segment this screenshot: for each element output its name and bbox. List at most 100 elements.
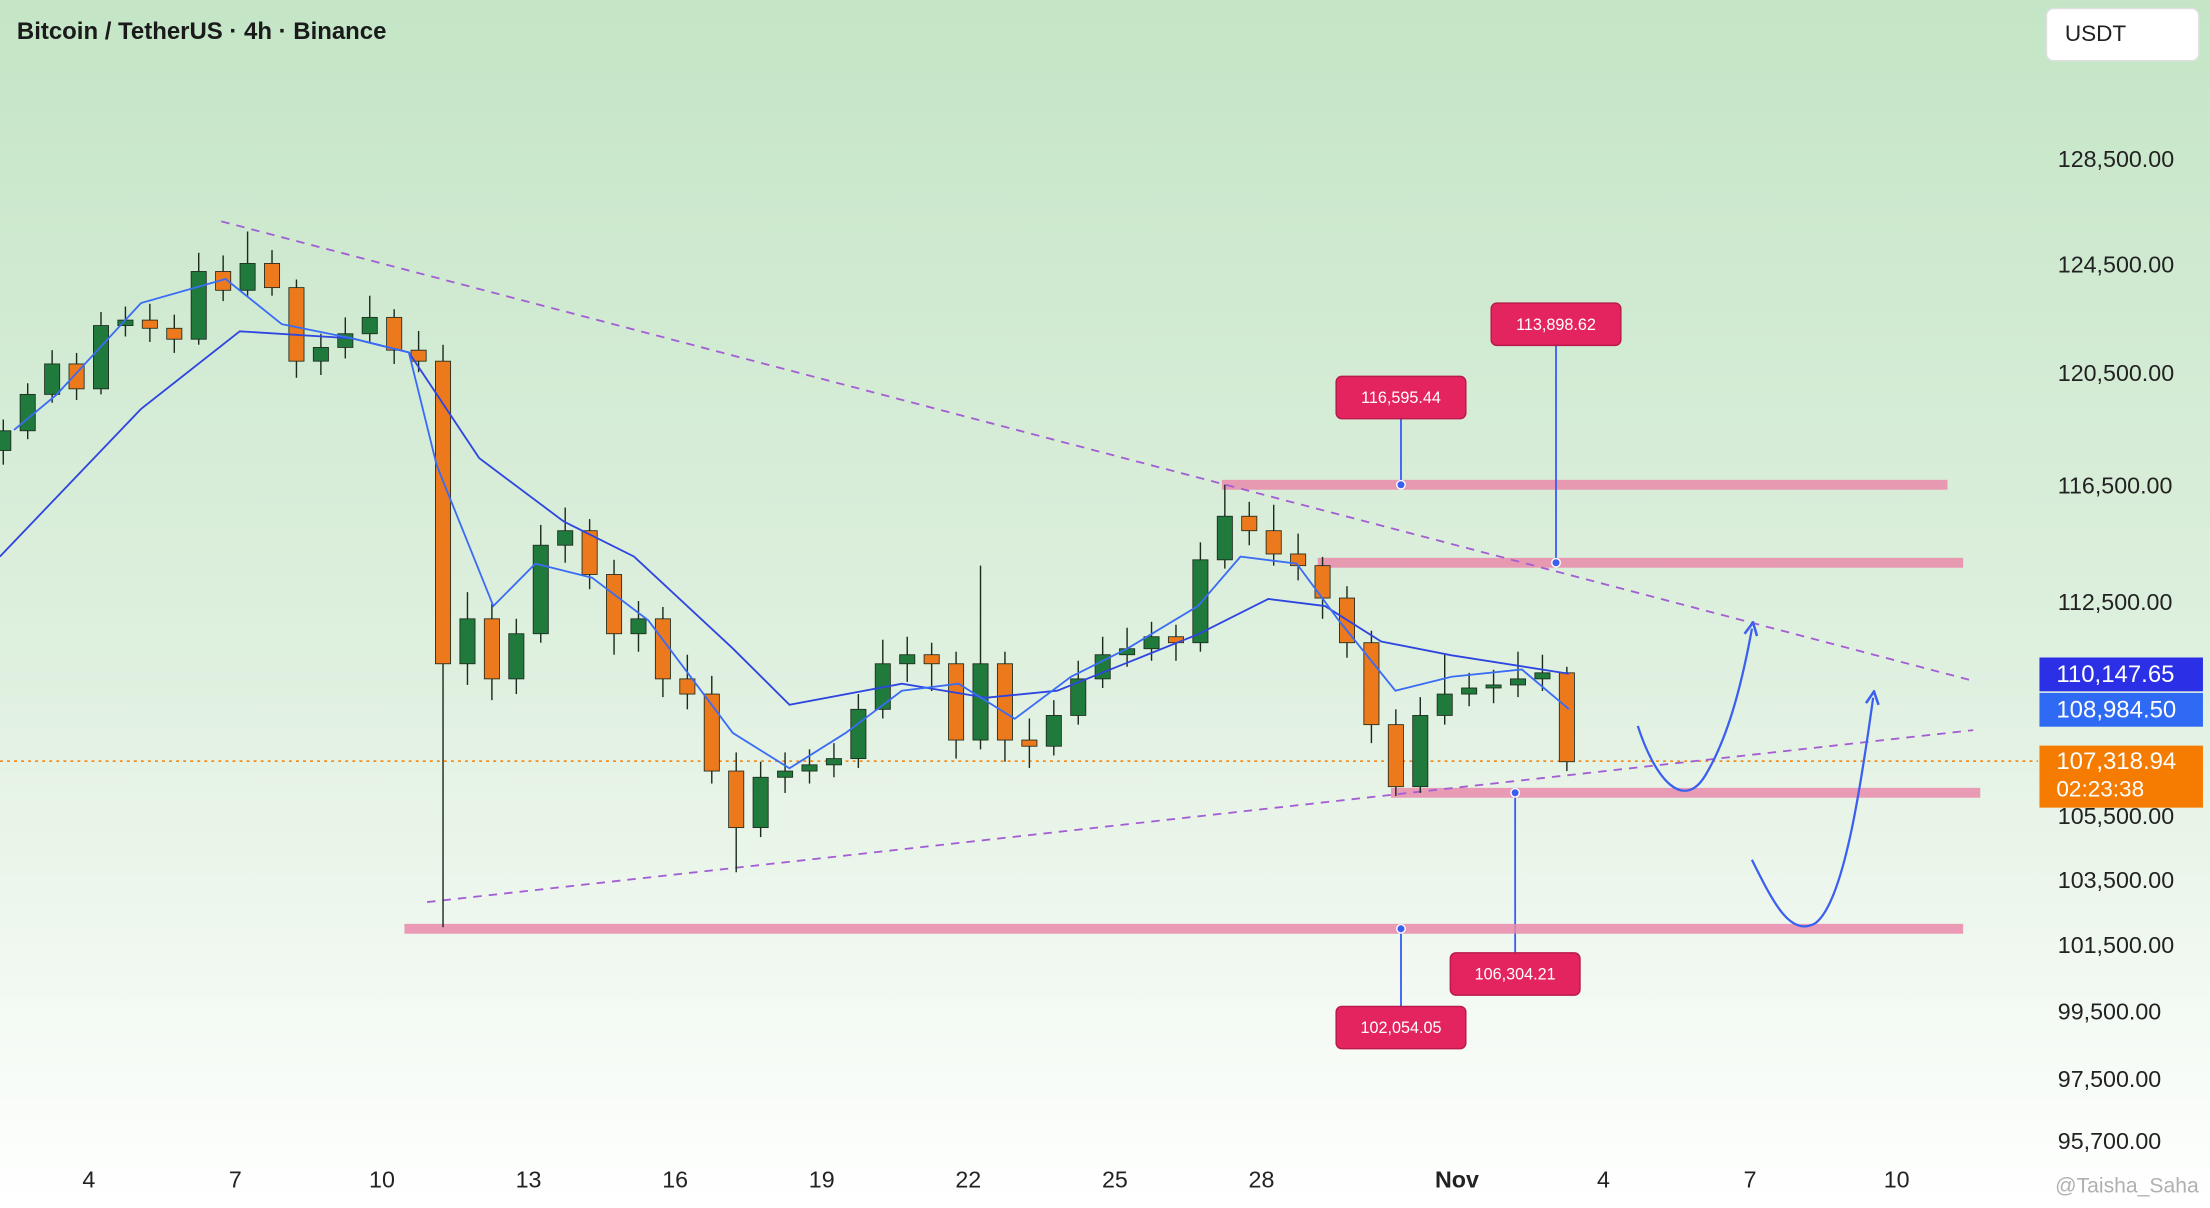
plot	[0, 231, 1575, 928]
candle-body	[1363, 642, 1380, 726]
callout-box	[1449, 952, 1581, 996]
y-tick-label: 112,500.00	[2058, 589, 2173, 615]
candle-body	[923, 654, 940, 665]
candle-body	[703, 693, 720, 772]
candle-body	[264, 263, 281, 289]
last-price-tag	[2039, 745, 2203, 808]
candle-body	[1094, 654, 1111, 680]
y-tick-label: 99,500.00	[2058, 998, 2162, 1024]
candle-body	[1045, 715, 1062, 747]
callout-label: 113,898.62	[1516, 316, 1596, 334]
candle-body	[532, 544, 549, 635]
candle-body	[1412, 715, 1429, 788]
candle-body	[1558, 672, 1575, 763]
x-tick-label: 4	[1597, 1166, 1610, 1192]
candle-body	[288, 287, 305, 362]
level-zone	[1390, 787, 1981, 798]
projection-arrow	[1636, 629, 1752, 792]
callout-dot	[1510, 787, 1521, 798]
projection-arrow	[1750, 698, 1873, 928]
candle-body	[1265, 530, 1282, 555]
candle-body	[801, 764, 818, 772]
candle-body	[1436, 693, 1453, 716]
candle-body	[93, 325, 109, 390]
candle-body	[654, 618, 671, 680]
candle-body	[1510, 678, 1527, 686]
x-tick-label: 22	[955, 1166, 981, 1192]
candle-body	[1461, 687, 1478, 695]
candle-body	[630, 618, 647, 635]
callout-box	[1490, 302, 1622, 347]
candle-body	[508, 633, 525, 680]
y-tick-label: 101,500.00	[2058, 932, 2174, 958]
candle-body	[752, 776, 769, 829]
candle-body	[239, 263, 256, 291]
currency-box[interactable]	[2045, 7, 2200, 62]
x-tick-label: 16	[662, 1166, 688, 1192]
candle-body	[850, 708, 867, 760]
x-tick-label: 25	[1102, 1166, 1128, 1192]
candle-body	[190, 271, 207, 340]
candle-body	[899, 654, 916, 665]
price-tag-label: 108,984.50	[2056, 697, 2176, 724]
candle-body	[606, 574, 623, 635]
callout-dot	[1396, 923, 1406, 934]
watermark: @Taisha_Saha	[2055, 1174, 2199, 1197]
chart-title: Bitcoin / TetherUS · 4h · Binance	[17, 18, 387, 45]
x-tick-label: 7	[229, 1166, 242, 1192]
candle-body	[386, 316, 403, 351]
callout-label: 116,595.44	[1361, 389, 1441, 407]
zones: 116,595.44 113,898.62 106,304.21 102,054.05	[0, 302, 2039, 1050]
callout-dot	[1396, 479, 1406, 490]
level-zone	[1221, 479, 1948, 490]
callout-label: 102,054.05	[1360, 1019, 1441, 1037]
x-tick-label: 28	[1249, 1166, 1275, 1192]
candle-body	[728, 770, 745, 829]
candle-body	[483, 618, 500, 680]
candle-body	[141, 319, 158, 329]
candle-body	[1192, 559, 1209, 644]
candle-body	[166, 327, 183, 340]
callout-dot	[1551, 557, 1561, 568]
callout-label: 106,304.21	[1475, 966, 1556, 984]
candle-body	[1021, 739, 1038, 747]
y-tick-label: 95,700.00	[2058, 1128, 2162, 1154]
candle-body	[435, 360, 452, 665]
candle-body	[0, 430, 12, 451]
upper-trendline	[221, 220, 1974, 682]
callout-box	[1335, 375, 1467, 420]
level-zone	[404, 923, 1964, 934]
candle-body	[581, 530, 598, 575]
currency-label[interactable]: USDT	[2065, 21, 2127, 46]
candle-body	[972, 663, 989, 741]
x-tick-label: 13	[516, 1166, 542, 1192]
candle-body	[948, 663, 965, 741]
y-tick-label: 124,500.00	[2058, 251, 2174, 277]
candle-body	[1143, 636, 1160, 650]
y-tick-label: 116,500.00	[2058, 473, 2173, 499]
x-tick-label: 10	[1884, 1166, 1910, 1192]
y-tick-label: 128,500.00	[2058, 146, 2174, 172]
level-zone	[1317, 557, 1964, 568]
candle-body	[557, 530, 574, 546]
candle-body	[1387, 724, 1404, 788]
countdown-label: 02:23:38	[2056, 777, 2144, 802]
candle-body	[1534, 672, 1551, 680]
candle-body	[777, 770, 794, 778]
moving-average	[13, 277, 1570, 770]
axes: 95,700.00 97,500.00 99,500.00 101,500.00 103…	[82, 146, 2203, 1192]
price-tag-label: 110,147.65	[2056, 661, 2174, 688]
candle-body	[1241, 515, 1258, 532]
candle-body	[1314, 565, 1331, 599]
price-tag	[2039, 657, 2203, 692]
candle-body	[459, 618, 476, 665]
candle-body	[1070, 678, 1087, 716]
y-tick-label: 97,500.00	[2058, 1066, 2162, 1092]
candle-body	[1485, 684, 1502, 689]
candle-body	[312, 347, 329, 362]
last-price-label: 107,318.94	[2056, 748, 2176, 775]
price-tag	[2039, 692, 2203, 727]
